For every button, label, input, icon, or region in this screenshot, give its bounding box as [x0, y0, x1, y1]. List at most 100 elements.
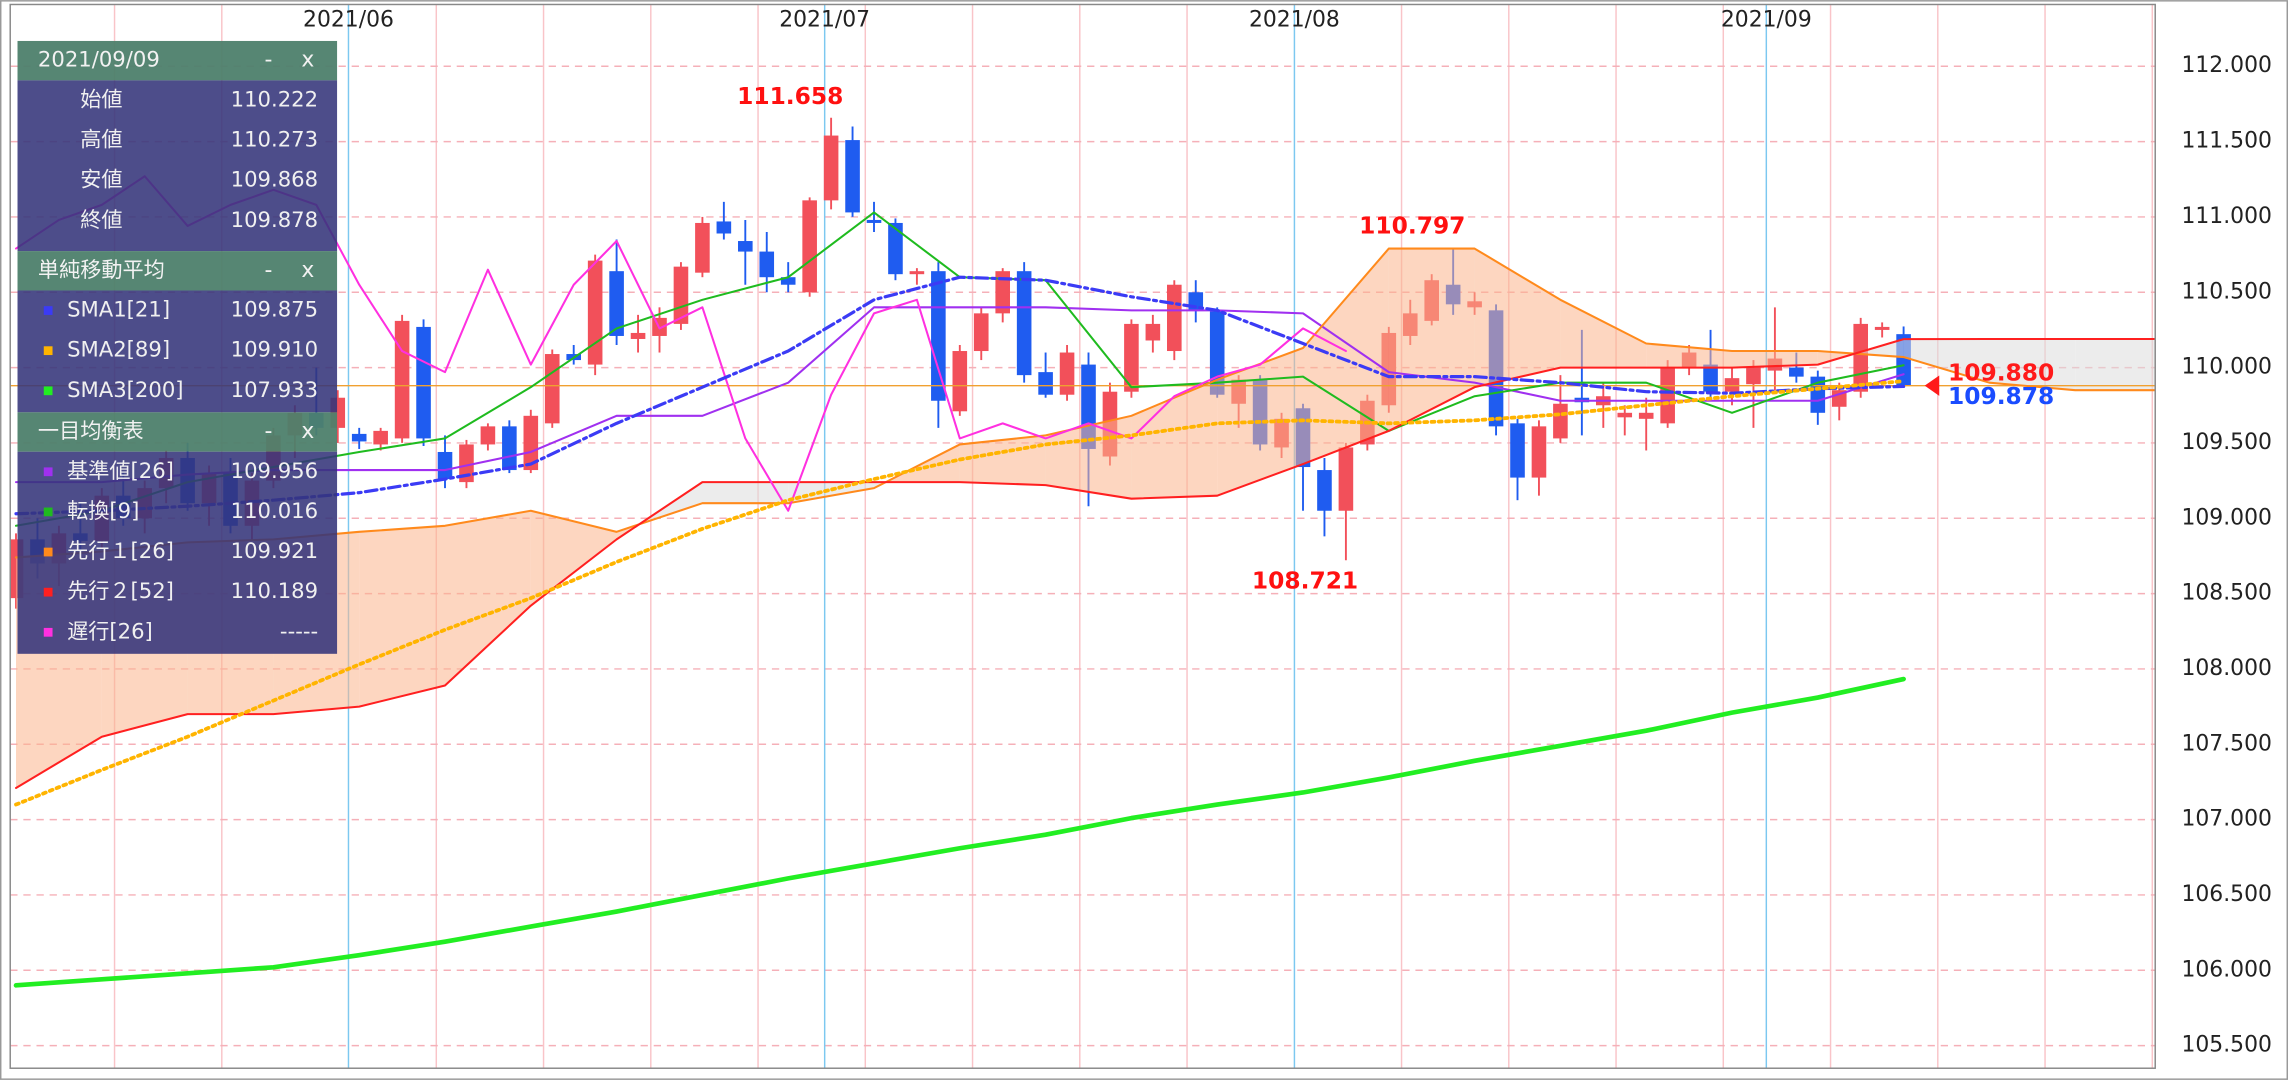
panel-close[interactable]: x [301, 48, 314, 73]
candle-body [973, 313, 989, 352]
y-tick-label: 110.000 [2181, 355, 2271, 380]
x-tick-label: 2021/08 [1249, 8, 1340, 33]
indicator-line [14, 337, 2156, 789]
x-tick-label: 2021/06 [303, 8, 394, 33]
legend-value: 107.933 [231, 377, 318, 402]
extreme-label: 108.721 [1252, 567, 1358, 595]
y-tick-label: 111.500 [2181, 129, 2271, 154]
legend-value: 109.875 [231, 297, 318, 322]
candle-body [866, 219, 882, 223]
legend-label: 転換[9] [67, 498, 139, 523]
legend-value: 110.016 [231, 498, 318, 523]
legend-swatch [43, 507, 53, 517]
candle-body [1317, 470, 1332, 511]
candle-body [1874, 326, 1890, 330]
legend-value: 109.910 [231, 337, 318, 362]
candle-body [1167, 284, 1182, 352]
candle-body [1338, 447, 1354, 511]
panel-close[interactable]: x [301, 258, 314, 283]
cloud-segment [1474, 248, 1561, 388]
cloud-segment [1903, 338, 1990, 383]
indicator-line [13, 676, 1906, 988]
indicator-line [14, 247, 2156, 559]
info-panel: 2021/09/09 - x 始値 110.222 高値 110.273 安値 109.868 終… [17, 40, 338, 654]
cloud-segment [445, 510, 531, 686]
y-tick-label: 107.500 [2181, 731, 2271, 756]
price-label: 109.878 [1948, 382, 2054, 410]
legend-label: SMA2[89] [67, 337, 170, 362]
candle-body [673, 266, 689, 324]
y-tick-label: 112.000 [2181, 53, 2271, 78]
legend-swatch [43, 346, 53, 356]
panel-body [17, 451, 338, 654]
candle-body [780, 277, 796, 285]
candle-body [759, 251, 775, 278]
candle-body [1617, 412, 1633, 418]
panel-row-label: 始値 [80, 86, 122, 111]
candle-body [823, 135, 839, 201]
y-tick-label: 110.500 [2181, 279, 2271, 304]
panel-row-label: 終値 [80, 207, 122, 232]
legend-value: ----- [280, 618, 318, 643]
candle-body [1531, 426, 1547, 478]
panel-minimize[interactable]: - [265, 48, 273, 73]
candle-body [1510, 423, 1525, 478]
legend-swatch [43, 386, 53, 396]
candle-body [587, 260, 603, 365]
panel-row-label: 安値 [80, 167, 122, 192]
panel-row-label: 高値 [80, 127, 122, 152]
panel-header-title: 一目均衡表 [38, 418, 144, 443]
panel-header [17, 40, 338, 81]
candle-body [845, 140, 860, 213]
indicator-line [14, 379, 1906, 807]
plot-border [9, 3, 2156, 1069]
candle-body [1145, 323, 1161, 341]
y-tick-label: 106.000 [2181, 957, 2271, 982]
panel-minimize[interactable]: - [265, 258, 273, 283]
candle-body [416, 326, 431, 439]
extreme-label: 111.658 [737, 82, 843, 110]
candle-body [1038, 372, 1053, 395]
y-tick-label: 109.500 [2181, 430, 2271, 455]
candle-body [1124, 323, 1139, 392]
panel-minimize[interactable]: - [265, 419, 273, 444]
panel-header-title: 単純移動平均 [38, 257, 165, 282]
panel-row-value: 110.222 [231, 86, 318, 111]
y-tick-label: 108.500 [2181, 581, 2271, 606]
candle-body [1209, 310, 1225, 395]
y-tick-label: 105.500 [2181, 1033, 2271, 1058]
labels: 105.500 106.000 106.500 107.000 107.500 108.0… [303, 8, 2272, 1058]
candle-body [695, 222, 710, 273]
legend-swatch [43, 547, 53, 557]
y-tick-label: 109.000 [2181, 505, 2271, 530]
cloud-segment [359, 525, 446, 707]
cloud-segment [2075, 338, 2156, 391]
legend-label: SMA1[21] [67, 297, 170, 322]
candle-body [609, 271, 624, 336]
legend-label: 遅行[26] [67, 618, 153, 643]
price-label: 109.880 [1948, 359, 2054, 387]
cloud-segment [1560, 299, 1647, 368]
panel-header [17, 412, 338, 452]
cloud-segment [788, 482, 875, 504]
candle-body [351, 433, 367, 442]
cloud-segment [702, 482, 789, 504]
candle-body [888, 222, 903, 275]
panel-body [17, 290, 338, 413]
candle-body [995, 271, 1011, 314]
candle-body [1660, 367, 1675, 424]
cloud-segment [1131, 379, 1218, 499]
candle-body [1789, 367, 1804, 377]
candle-body [459, 444, 474, 483]
extreme-label: 110.797 [1359, 212, 1465, 240]
x-tick-label: 2021/07 [779, 8, 870, 33]
cloud-segment [1732, 351, 1818, 368]
candle-body [1638, 412, 1654, 419]
panel-close[interactable]: x [301, 419, 314, 444]
candle-body [738, 241, 753, 252]
legend-label: SMA3[200] [67, 377, 183, 402]
candle-body [502, 426, 517, 471]
candle-body [394, 320, 410, 439]
